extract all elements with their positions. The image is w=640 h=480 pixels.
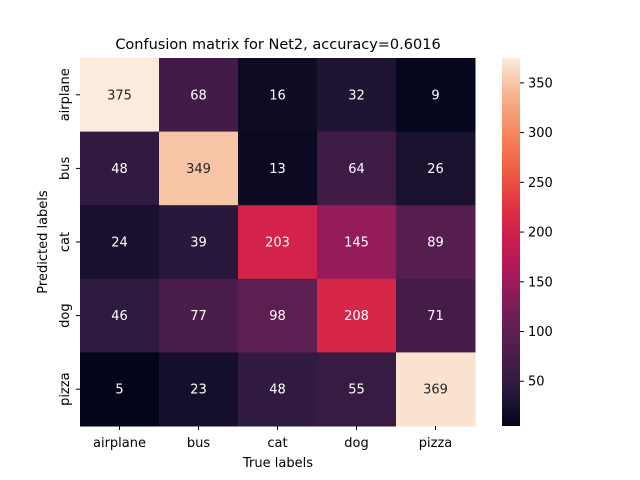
heatmap-cell	[159, 278, 239, 353]
x-tick-label: airplane	[93, 436, 146, 451]
heatmap-cell	[396, 58, 476, 133]
cell-value-label: 48	[111, 162, 128, 177]
heatmap-cell	[159, 352, 239, 427]
x-axis-label: True labels	[242, 456, 313, 471]
heatmap-cell	[317, 205, 397, 280]
colorbar-tick-label: 250	[528, 176, 553, 191]
cell-value-label: 203	[265, 236, 290, 251]
heatmap-cell	[80, 131, 160, 206]
cell-value-label: 16	[269, 88, 286, 103]
cell-value-label: 375	[107, 88, 132, 103]
heatmap-cell	[159, 131, 239, 206]
cell-value-label: 46	[111, 309, 128, 324]
heatmap-cell	[396, 131, 476, 206]
colorbar-tick-label: 100	[528, 325, 553, 340]
cell-value-label: 23	[190, 383, 207, 398]
cell-value-label: 68	[190, 88, 207, 103]
cell-value-label: 208	[344, 309, 369, 324]
cell-value-label: 26	[427, 162, 444, 177]
heatmap-cells: 375 68 16 32 9 48 349 13 64 26 24 39 203 145 89 46 77 98 2…	[80, 58, 476, 427]
x-axis-ticks: airplane bus cat dog pizza	[93, 426, 452, 451]
y-tick-label: airplane	[58, 68, 73, 121]
y-tick-label: pizza	[58, 372, 73, 405]
heatmap-cell	[80, 278, 160, 353]
heatmap-cell	[317, 58, 397, 133]
heatmap-cell	[396, 352, 476, 427]
colorbar-tick-label: 300	[528, 126, 553, 141]
heatmap-cell	[80, 352, 160, 427]
cell-value-label: 13	[269, 162, 286, 177]
heatmap-cell	[317, 278, 397, 353]
y-tick-label: cat	[58, 232, 73, 252]
colorbar-tick-label: 150	[528, 275, 553, 290]
y-axis-ticks: airplane bus cat dog pizza	[58, 68, 80, 406]
heatmap-cell	[396, 278, 476, 353]
heatmap-cell	[238, 58, 318, 133]
heatmap-cell	[238, 131, 318, 206]
heatmap-cell	[80, 205, 160, 280]
cell-value-label: 64	[348, 162, 365, 177]
cell-value-label: 369	[423, 383, 448, 398]
cell-value-label: 77	[190, 309, 207, 324]
heatmap-cell	[159, 205, 239, 280]
cell-value-label: 9	[431, 88, 439, 103]
colorbar-tick-label: 200	[528, 226, 553, 241]
cell-value-label: 32	[348, 88, 365, 103]
chart-title: Confusion matrix for Net2, accuracy=0.60…	[115, 37, 440, 53]
heatmap-cell	[317, 131, 397, 206]
colorbar-tick-label: 50	[528, 375, 545, 390]
colorbar-ticks: 50 100 150 200 250 300 350	[520, 76, 553, 390]
heatmap-cell	[238, 278, 318, 353]
y-tick-label: bus	[58, 157, 73, 180]
x-tick-label: dog	[344, 436, 368, 451]
cell-value-label: 349	[186, 162, 211, 177]
x-tick-label: bus	[187, 436, 210, 451]
heatmap-cell	[238, 352, 318, 427]
colorbar-tick-label: 350	[528, 76, 553, 91]
cell-value-label: 5	[115, 383, 123, 398]
x-tick-label: cat	[267, 436, 287, 451]
x-tick-label: pizza	[419, 436, 452, 451]
heatmap-cell	[317, 352, 397, 427]
cell-value-label: 145	[344, 236, 369, 251]
cell-value-label: 89	[427, 236, 444, 251]
heatmap-cell	[159, 58, 239, 133]
cell-value-label: 24	[111, 236, 128, 251]
cell-value-label: 39	[190, 236, 207, 251]
cell-value-label: 71	[427, 309, 444, 324]
y-axis-label: Predicted labels	[36, 190, 51, 294]
heatmap-cell	[80, 58, 160, 133]
cell-value-label: 98	[269, 309, 286, 324]
cell-value-label: 55	[348, 383, 365, 398]
colorbar	[502, 58, 520, 426]
y-tick-label: dog	[58, 303, 73, 327]
heatmap-cell	[238, 205, 318, 280]
heatmap-cell	[396, 205, 476, 280]
cell-value-label: 48	[269, 383, 286, 398]
